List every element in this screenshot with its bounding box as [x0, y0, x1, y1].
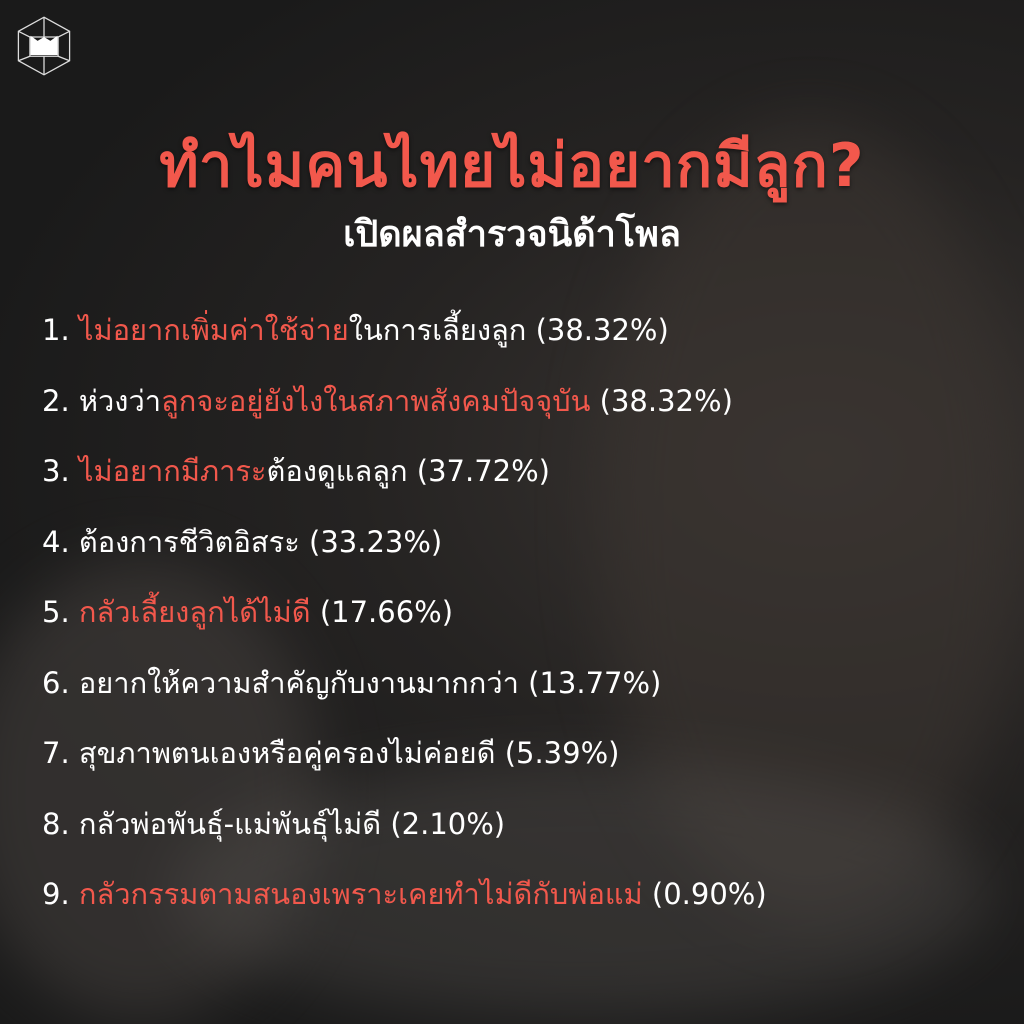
list-item: 5. กลัวเลี้ยงลูกได้ไม่ดี (17.66%) [42, 590, 767, 661]
item-text: ห่วงว่า [78, 383, 162, 418]
item-text: ต้องการชีวิตอิสระ [78, 524, 300, 559]
background-photo-figure-left [0, 560, 320, 1020]
list-item: 2. ห่วงว่าลูกจะอยู่ยังไงในสภาพสังคมปัจจุ… [42, 379, 767, 450]
list-item: 4. ต้องการชีวิตอิสระ (33.23%) [42, 520, 767, 591]
item-percentage: (17.66%) [319, 595, 454, 629]
item-text: สุขภาพตนเองหรือคู่ครองไม่ค่อยดี [78, 736, 496, 770]
background-photo-crib [170, 760, 990, 1020]
list-item: 8. กลัวพ่อพันธุ์-แม่พันธุ์ไม่ดี (2.10%) [42, 802, 767, 873]
item-number: 2. [42, 383, 70, 418]
item-number: 6. [42, 665, 70, 700]
list-item: 3. ไม่อยากมีภาระต้องดูแลลูก (37.72%) [42, 449, 767, 520]
item-text: ในการเลี้ยงลูก [348, 313, 527, 347]
item-text: ต้องดูแลลูก [266, 454, 408, 488]
item-number: 8. [42, 806, 70, 841]
background-photo-figure [600, 120, 1020, 920]
item-text: กลัวพ่อพันธุ์-แม่พันธุ์ไม่ดี [78, 806, 382, 841]
item-percentage: (38.32%) [535, 313, 669, 347]
list-item: 9. กลัวกรรมตามสนองเพราะเคยทำไม่ดีกับพ่อแ… [42, 872, 767, 943]
item-percentage: (0.90%) [651, 877, 767, 911]
item-number: 9. [42, 877, 70, 911]
item-percentage: (13.77%) [528, 665, 662, 700]
item-highlight: ลูกจะอยู่ยังไงในสภาพสังคมปัจจุบัน [161, 383, 591, 418]
page-subtitle: เปิดผลสำรวจนิด้าโพล [343, 214, 681, 255]
item-text: อยากให้ความสำคัญกับงานมากกว่า [78, 665, 519, 700]
item-number: 5. [42, 595, 70, 629]
list-item: 7. สุขภาพตนเองหรือคู่ครองไม่ค่อยดี (5.39… [42, 731, 767, 802]
list-item: 1. ไม่อยากเพิ่มค่าใช้จ่ายในการเลี้ยงลูก … [42, 308, 767, 379]
item-number: 4. [42, 524, 70, 559]
reasons-list: 1. ไม่อยากเพิ่มค่าใช้จ่ายในการเลี้ยงลูก … [42, 308, 767, 943]
item-percentage: (38.32%) [599, 383, 733, 418]
item-percentage: (2.10%) [390, 806, 506, 841]
page-title: ทำไมคนไทยไม่อยากมีลูก? [159, 131, 865, 201]
item-highlight: กลัวกรรมตามสนองเพราะเคยทำไม่ดีกับพ่อแม่ [78, 877, 643, 911]
item-percentage: (5.39%) [504, 736, 620, 770]
item-highlight: ไม่อยากเพิ่มค่าใช้จ่าย [78, 313, 349, 347]
item-percentage: (37.72%) [416, 454, 550, 488]
item-number: 3. [42, 454, 70, 488]
item-percentage: (33.23%) [309, 524, 443, 559]
item-highlight: ไม่อยากมีภาระ [78, 454, 267, 488]
item-number: 1. [42, 313, 70, 347]
list-item: 6. อยากให้ความสำคัญกับงานมากกว่า (13.77%… [42, 661, 767, 732]
item-highlight: กลัวเลี้ยงลูกได้ไม่ดี [78, 595, 311, 629]
item-number: 7. [42, 736, 70, 770]
logo-icon [17, 16, 71, 76]
